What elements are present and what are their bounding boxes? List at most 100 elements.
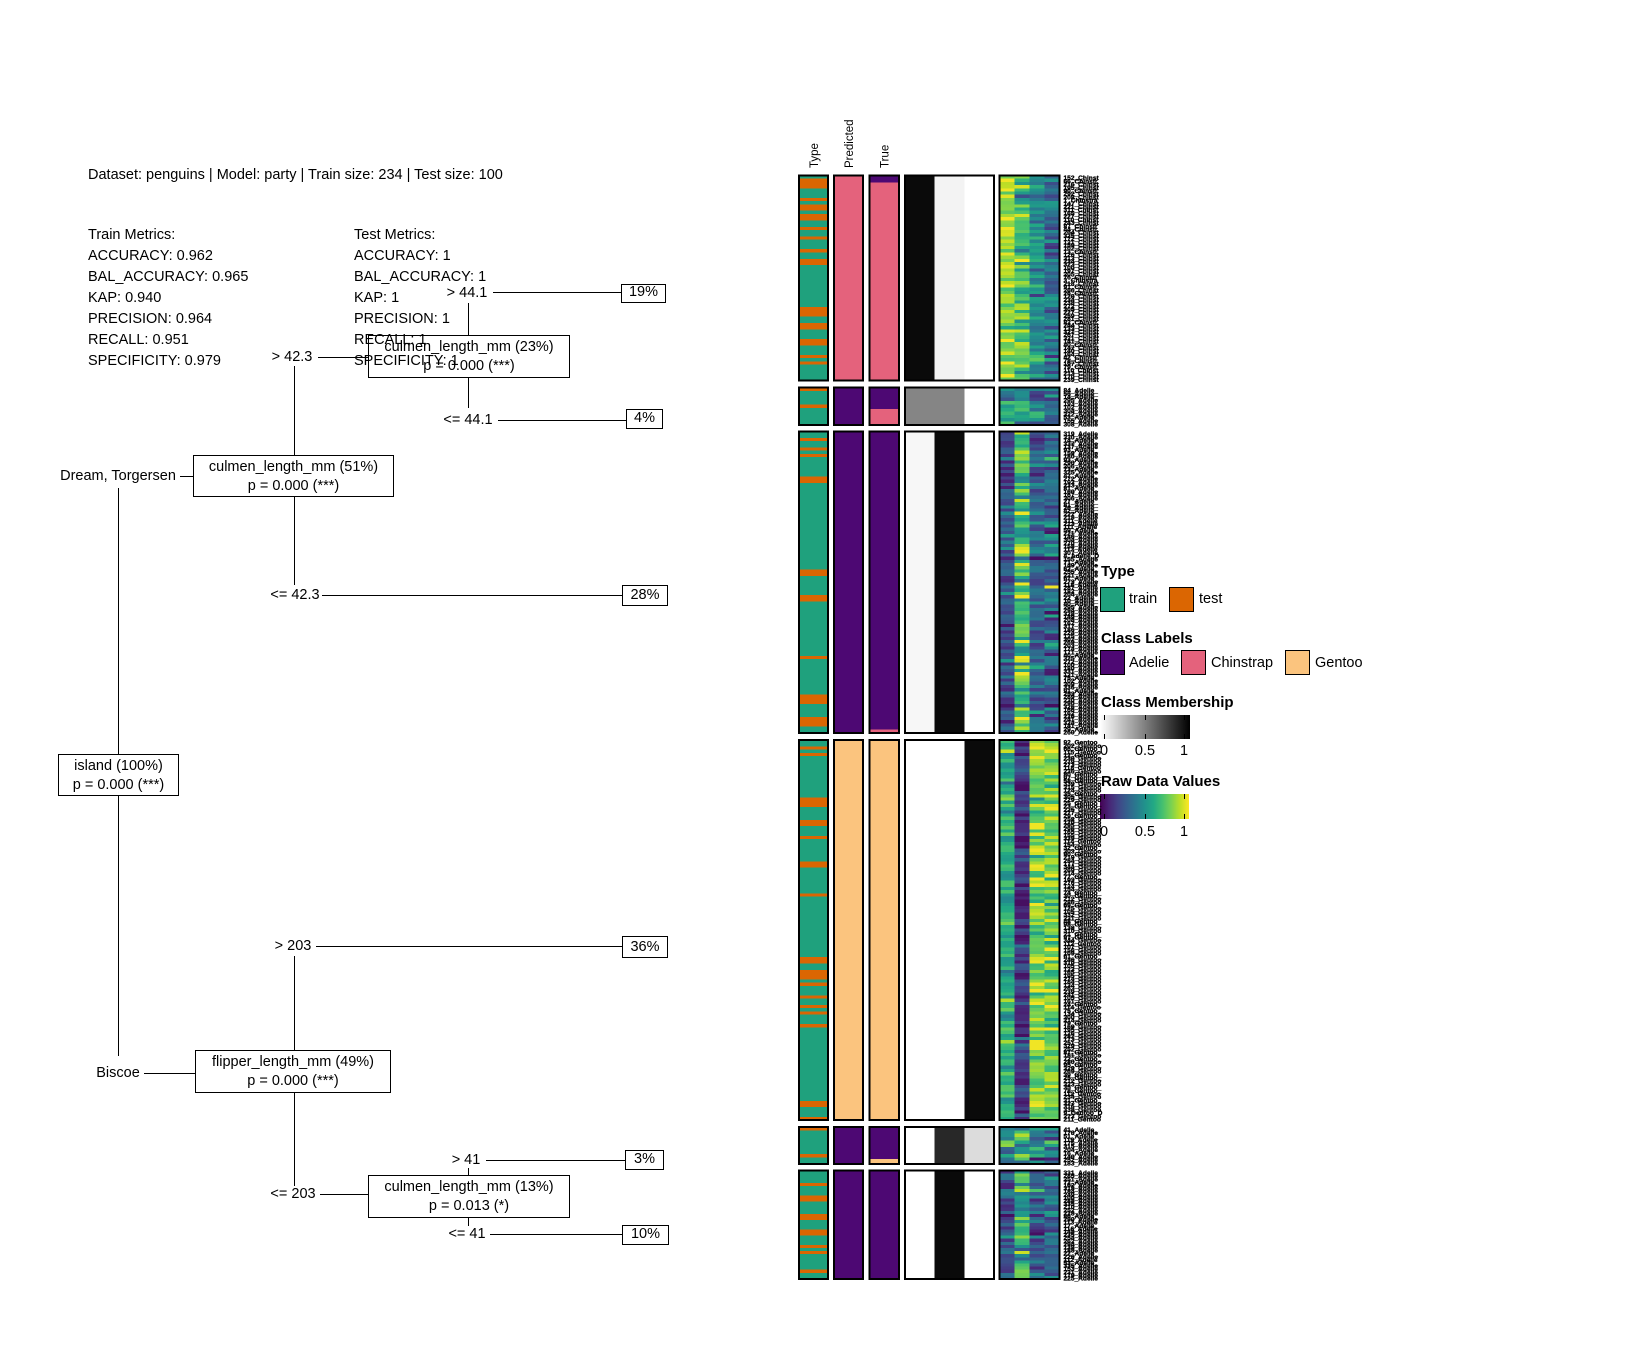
svg-text:32_Gentoo_: 32_Gentoo_ — [1064, 845, 1102, 852]
svg-text:272_Adelie: 272_Adelie — [1064, 476, 1099, 483]
svg-text:234_Chinst: 234_Chinst — [1064, 297, 1100, 304]
svg-text:332_Gentoo: 332_Gentoo — [1064, 912, 1102, 919]
svg-text:107_Gentoo: 107_Gentoo — [1064, 944, 1102, 951]
svg-text:211_Gentoo: 211_Gentoo — [1064, 1117, 1101, 1124]
svg-text:147_Chinst: 147_Chinst — [1064, 201, 1100, 208]
svg-text:304_Adelie: 304_Adelie — [1064, 408, 1099, 415]
svg-text:292_Chinst: 292_Chinst — [1064, 191, 1100, 198]
svg-text:62_Adelie_: 62_Adelie_ — [1064, 566, 1099, 573]
svg-text:59_Adelie_: 59_Adelie_ — [1064, 527, 1099, 534]
svg-text:97_Gentoo_: 97_Gentoo_ — [1064, 775, 1102, 782]
svg-text:154_Gentoo: 154_Gentoo — [1064, 842, 1102, 849]
svg-text:79_Chinstr: 79_Chinstr — [1064, 364, 1099, 371]
svg-text:323_Chinst: 323_Chinst — [1064, 262, 1100, 269]
svg-text:306_Adelie: 306_Adelie — [1064, 495, 1099, 502]
svg-text:226_Adelie: 226_Adelie — [1064, 713, 1099, 720]
svg-text:92_Gentoo_: 92_Gentoo_ — [1064, 740, 1102, 747]
svg-text:133_Chinst: 133_Chinst — [1064, 326, 1100, 333]
svg-text:193_Gentoo: 193_Gentoo — [1064, 877, 1102, 884]
svg-text:212_Gentoo: 212_Gentoo — [1064, 896, 1102, 903]
svg-text:264_Chinst: 264_Chinst — [1064, 230, 1100, 237]
svg-text:197_Chinst: 197_Chinst — [1064, 361, 1100, 368]
svg-text:276_Gentoo: 276_Gentoo — [1064, 880, 1102, 887]
svg-text:302_Adelie: 302_Adelie — [1064, 636, 1099, 643]
svg-text:112_Gentoo: 112_Gentoo — [1064, 1091, 1101, 1098]
svg-text:313_Chinst: 313_Chinst — [1064, 255, 1100, 262]
svg-text:272_Adelie: 272_Adelie — [1064, 659, 1099, 666]
svg-text:286_Gentoo: 286_Gentoo — [1064, 899, 1102, 906]
svg-text:25_Gentoo_: 25_Gentoo_ — [1064, 1075, 1102, 1082]
svg-text:307_Adelie: 307_Adelie — [1064, 550, 1099, 557]
svg-text:112_Gentoo: 112_Gentoo — [1064, 941, 1101, 948]
svg-text:82_Chinstr: 82_Chinstr — [1064, 319, 1099, 326]
svg-text:259_Chinst: 259_Chinst — [1064, 313, 1100, 320]
svg-text:308_Adelie: 308_Adelie — [1064, 422, 1099, 429]
svg-text:102_Adelie: 102_Adelie — [1064, 404, 1099, 411]
svg-text:147_Chinst: 147_Chinst — [1064, 345, 1100, 352]
svg-text:208_Adelie: 208_Adelie — [1064, 617, 1099, 624]
svg-text:26_Chinstr: 26_Chinstr — [1064, 291, 1099, 298]
svg-text:172_Chinst: 172_Chinst — [1064, 236, 1100, 243]
svg-text:29_Adelie_: 29_Adelie_ — [1064, 726, 1099, 733]
svg-text:294_Adelie: 294_Adelie — [1064, 1241, 1099, 1248]
svg-text:309_Adelie: 309_Adelie — [1064, 681, 1099, 688]
svg-text:164_Chinst: 164_Chinst — [1064, 351, 1100, 358]
svg-text:102_Adelie: 102_Adelie — [1064, 678, 1099, 685]
svg-text:321_Chinst: 321_Chinst — [1064, 335, 1100, 342]
svg-text:324_Adelie: 324_Adelie — [1064, 720, 1099, 727]
svg-text:86_Adelie_: 86_Adelie_ — [1064, 1214, 1099, 1221]
svg-text:58_Gentoo_: 58_Gentoo_ — [1064, 778, 1102, 785]
svg-text:156_Gentoo: 156_Gentoo — [1064, 947, 1102, 954]
svg-text:285_Adelie: 285_Adelie — [1064, 1173, 1099, 1180]
svg-text:260_Adelie: 260_Adelie — [1064, 730, 1099, 737]
svg-text:289_Adelie: 289_Adelie — [1064, 694, 1099, 701]
svg-text:44_Chinstr: 44_Chinstr — [1064, 226, 1099, 233]
svg-text:125_Gentoo: 125_Gentoo — [1064, 906, 1102, 913]
svg-text:175_Adelie: 175_Adelie — [1064, 1140, 1099, 1147]
svg-text:13_Chinstr: 13_Chinstr — [1064, 249, 1099, 256]
svg-text:42_Adelie_: 42_Adelie_ — [1064, 508, 1099, 515]
svg-text:80_Gentoo_: 80_Gentoo_ — [1064, 772, 1102, 779]
svg-text:204_Adelie: 204_Adelie — [1064, 592, 1099, 599]
svg-text:273_Gentoo: 273_Gentoo — [1064, 1113, 1102, 1120]
svg-text:229_Gentoo: 229_Gentoo — [1064, 797, 1102, 804]
svg-text:154_Gentoo: 154_Gentoo — [1064, 887, 1102, 894]
svg-text:262_Adelie: 262_Adelie — [1064, 1238, 1099, 1245]
svg-text:205_Chinst: 205_Chinst — [1064, 271, 1100, 278]
svg-text:331_Adelie: 331_Adelie — [1064, 1170, 1099, 1177]
svg-text:290_Adelie: 290_Adelie — [1064, 460, 1099, 467]
svg-text:295_Gentoo: 295_Gentoo — [1064, 823, 1102, 830]
svg-text:208_Chinst: 208_Chinst — [1064, 194, 1100, 201]
svg-text:16_Adelie_: 16_Adelie_ — [1064, 1150, 1099, 1157]
svg-text:238_Chinst: 238_Chinst — [1064, 300, 1100, 307]
svg-text:339_Gentoo: 339_Gentoo — [1064, 835, 1102, 842]
svg-text:110_Chinst: 110_Chinst — [1064, 217, 1100, 224]
svg-text:29_Gentoo_: 29_Gentoo_ — [1064, 813, 1102, 820]
svg-text:267_Chinst: 267_Chinst — [1064, 332, 1100, 339]
svg-text:193_Adelie: 193_Adelie — [1064, 479, 1099, 486]
svg-text:317_Adelie: 317_Adelie — [1064, 624, 1099, 631]
svg-text:290_Adelie: 290_Adelie — [1064, 1217, 1099, 1224]
svg-text:93_Adelie_: 93_Adelie_ — [1064, 457, 1099, 464]
svg-text:282_Gentoo: 282_Gentoo — [1064, 1033, 1102, 1040]
svg-text:325_Adelie: 325_Adelie — [1064, 470, 1099, 477]
svg-text:266_Chinst: 266_Chinst — [1064, 287, 1100, 294]
svg-text:338_Gentoo: 338_Gentoo — [1064, 1107, 1102, 1114]
svg-text:53_Adelie_: 53_Adelie_ — [1064, 1260, 1099, 1267]
svg-text:325_Adelie: 325_Adelie — [1064, 656, 1099, 663]
svg-text:225_Adelie: 225_Adelie — [1064, 1276, 1099, 1283]
svg-text:77_Gentoo_: 77_Gentoo_ — [1064, 874, 1102, 881]
svg-text:75_Adelie_: 75_Adelie_ — [1064, 675, 1099, 682]
svg-text:269_Adelie: 269_Adelie — [1064, 640, 1099, 647]
svg-text:14_Adelie_: 14_Adelie_ — [1064, 394, 1099, 401]
svg-text:91_Adelie_: 91_Adelie_ — [1064, 688, 1099, 695]
svg-text:90_Chinstr: 90_Chinstr — [1064, 188, 1099, 195]
svg-text:327_Chinst: 327_Chinst — [1064, 329, 1100, 336]
svg-text:227_Chinst: 227_Chinst — [1064, 310, 1100, 317]
svg-text:35_Gentoo_: 35_Gentoo_ — [1064, 791, 1102, 798]
svg-text:178_Adelie: 178_Adelie — [1064, 1130, 1099, 1137]
svg-text:231_Gentoo: 231_Gentoo — [1064, 915, 1102, 922]
svg-text:40_Adelie_: 40_Adelie_ — [1064, 653, 1099, 660]
svg-text:100_Chinst: 100_Chinst — [1064, 265, 1100, 272]
svg-text:328_Adelie: 328_Adelie — [1064, 611, 1099, 618]
